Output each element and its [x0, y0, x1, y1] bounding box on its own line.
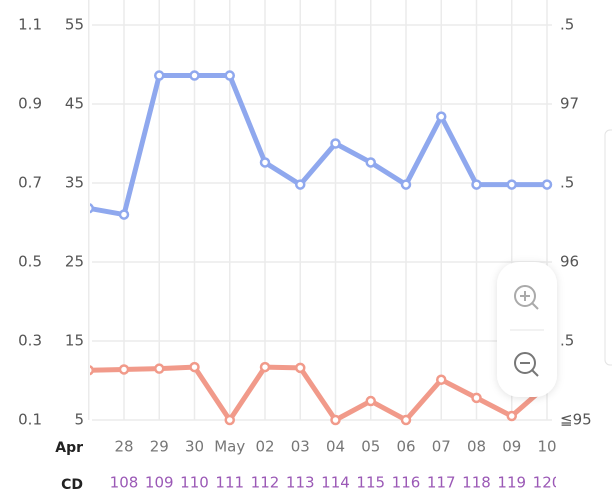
series-point: [154, 363, 165, 374]
series-point: [436, 374, 447, 385]
series-point: [506, 410, 517, 422]
series-point: [224, 70, 235, 81]
series-point: [400, 179, 412, 190]
y2-tick-label: .5: [560, 16, 574, 34]
x-tick-label: May: [214, 438, 245, 456]
cycle-day-value: 116: [392, 474, 421, 492]
y2-tick-label: .5: [560, 174, 574, 192]
series-point: [365, 395, 376, 407]
plot-area: 28 108 29 109 30 110 May 111 02 112 03 113 04 114 05 11…: [90, 70, 562, 492]
series-point: [541, 179, 553, 190]
y3-tick-label: 0.7: [18, 174, 42, 192]
month-label: Apr: [55, 440, 83, 456]
x-tick-label: 08: [467, 438, 486, 456]
x-tick-label: 05: [361, 438, 380, 456]
y3-tick-label: 0.3: [18, 332, 42, 350]
cycle-day-value: 114: [321, 474, 350, 492]
zoom-control: [497, 262, 557, 397]
series-point: [224, 414, 235, 426]
y-tick-label: 15: [65, 332, 84, 350]
series-point: [436, 111, 447, 122]
series-point: [365, 157, 376, 168]
series-point: [259, 361, 271, 373]
grid: [88, 0, 552, 421]
series-point: [506, 179, 517, 190]
series-point: [118, 209, 130, 220]
series-line: [90, 73, 550, 218]
y2-tick-label: 97: [560, 95, 579, 113]
cycle-day-label: CD: [61, 477, 83, 493]
y-tick-label: 5: [74, 411, 84, 429]
zoom-out-button[interactable]: [514, 352, 539, 377]
cycle-day-value: 113: [286, 474, 315, 492]
x-tick-label: 06: [396, 438, 415, 456]
series-point: [471, 392, 482, 404]
cycle-day-value: 108: [110, 474, 139, 492]
x-tick-label: 30: [185, 438, 204, 456]
axes: 5 15 25 35 45 55 0.1 0.3 0.5 0.7 0.9 1.1 .5 97 .5 96 .5 ≦…: [18, 16, 592, 429]
zoom-in-button[interactable]: [514, 285, 539, 310]
y2-tick-label: ≦95: [560, 411, 592, 429]
y-tick-label: 45: [65, 95, 84, 113]
side-panel-edge: [604, 129, 612, 366]
series-point: [189, 361, 200, 373]
series-point: [400, 414, 412, 426]
series-point: [90, 203, 94, 214]
y3-tick-label: 0.1: [18, 411, 42, 429]
series-line: [90, 364, 550, 423]
cycle-day-value: 111: [215, 474, 244, 492]
x-tick-label: 09: [502, 438, 521, 456]
series-point: [295, 179, 306, 190]
y3-tick-label: 1.1: [18, 16, 42, 34]
y2-tick-label: .5: [560, 332, 574, 350]
y-tick-label: 25: [65, 253, 84, 271]
cycle-day-value: 109: [145, 474, 174, 492]
series-point: [471, 179, 482, 190]
series-point: [189, 70, 200, 81]
cycle-day-value: 117: [427, 474, 456, 492]
series-point: [330, 138, 341, 149]
y-tick-label: 35: [65, 174, 84, 192]
x-tick-label: 28: [114, 438, 133, 456]
series-point: [259, 157, 271, 168]
series-point: [118, 364, 130, 375]
cycle-day-value: 110: [180, 474, 209, 492]
cycle-day-value: 112: [251, 474, 280, 492]
cycle-day-value: 115: [356, 474, 385, 492]
series-point: [295, 362, 306, 374]
x-tick-label: 04: [326, 438, 345, 456]
cycle-day-value: 119: [497, 474, 526, 492]
cycle-day-value: 120: [533, 474, 562, 492]
y2-tick-label: 96: [560, 253, 579, 271]
x-tick-label: 10: [537, 438, 556, 456]
x-tick-label: 07: [432, 438, 451, 456]
y3-tick-label: 0.5: [18, 253, 42, 271]
cycle-day-value: 118: [462, 474, 491, 492]
x-tick-label: 03: [291, 438, 310, 456]
series-point: [90, 365, 94, 376]
series-point: [154, 70, 165, 81]
y3-tick-label: 0.9: [18, 95, 42, 113]
series-point: [330, 414, 341, 426]
y-tick-label: 55: [65, 16, 84, 34]
x-tick-label: 02: [255, 438, 274, 456]
x-tick-label: 29: [150, 438, 169, 456]
